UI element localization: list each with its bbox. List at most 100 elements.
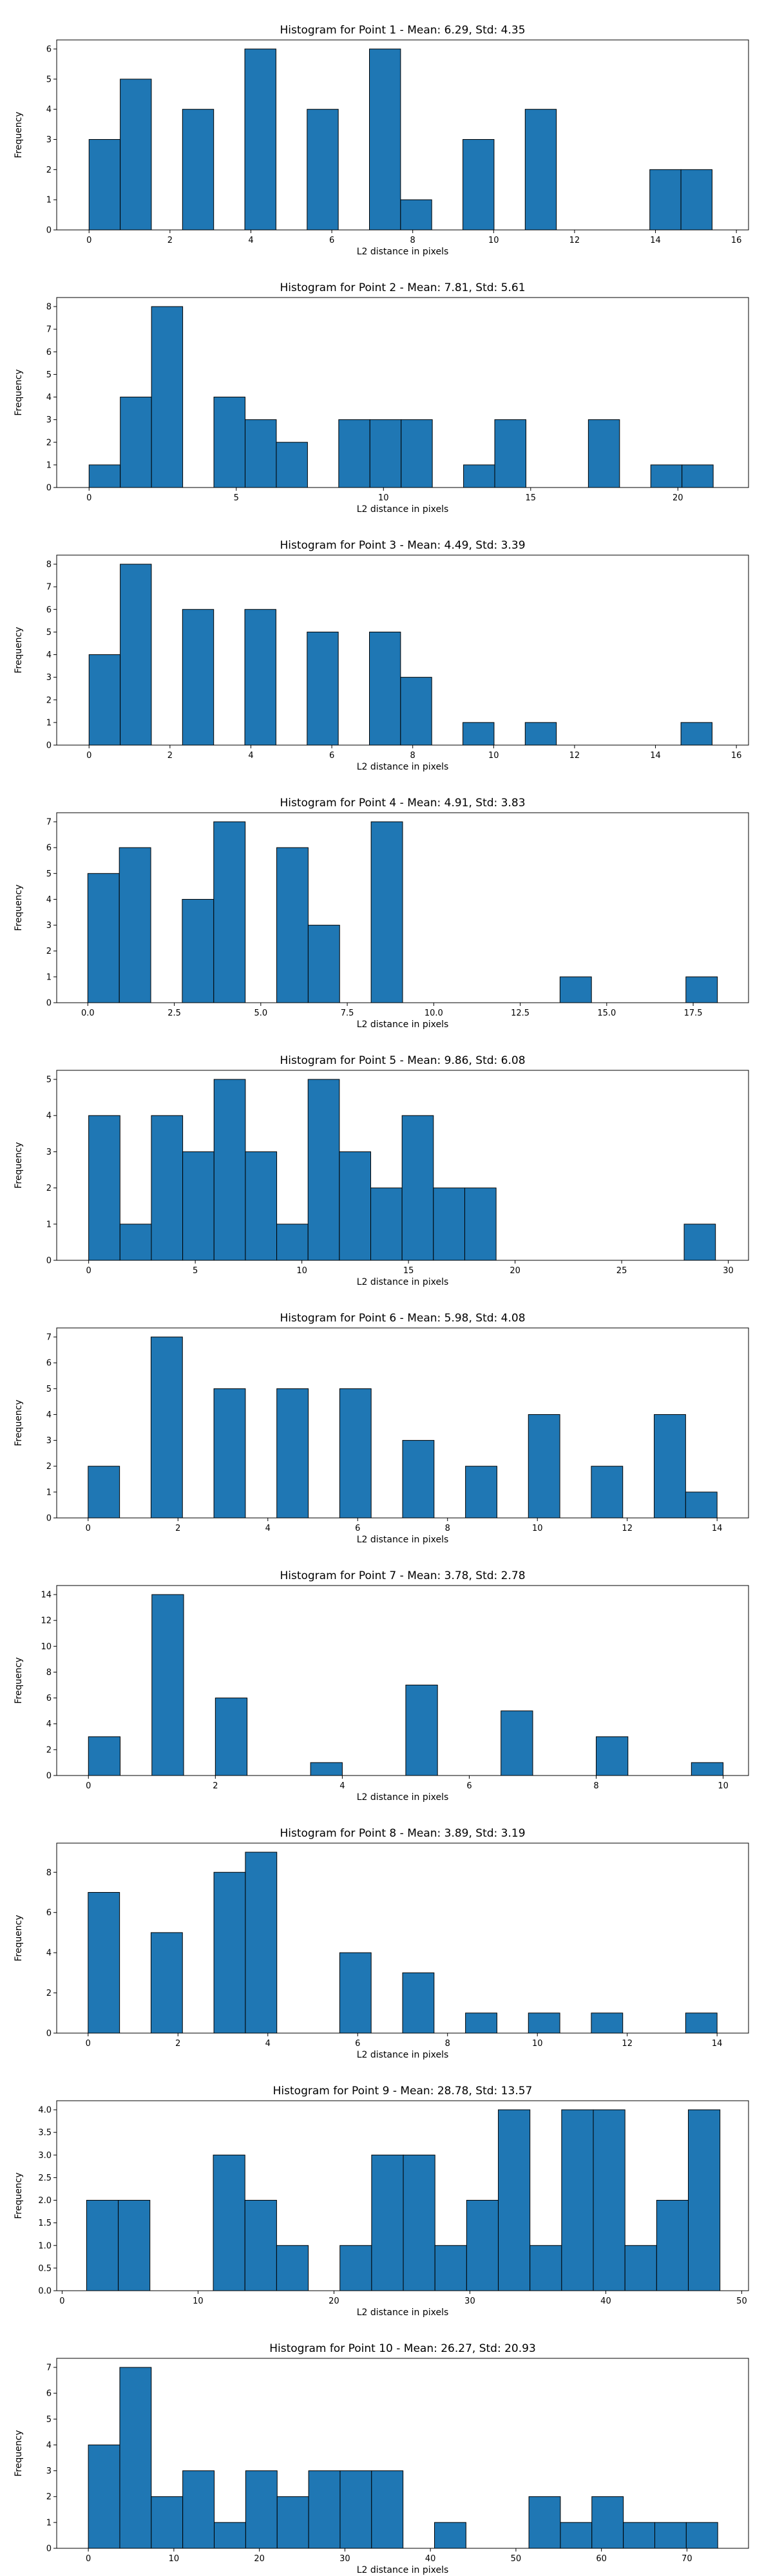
x-tick-label: 10: [532, 1524, 543, 1533]
histogram-bar: [276, 847, 309, 1003]
x-tick-label: 7.5: [341, 1009, 354, 1018]
histogram-bar: [405, 1685, 438, 1776]
y-tick-label: 0: [46, 999, 52, 1009]
histogram-bar: [466, 2200, 499, 2291]
y-tick-label: 14: [41, 1591, 52, 1600]
y-axis-label: Frequency: [14, 627, 24, 673]
histogram-bar: [88, 654, 121, 746]
x-tick-label: 20: [673, 493, 683, 503]
y-tick-label: 7: [46, 325, 52, 335]
x-tick-label: 25: [616, 1266, 627, 1276]
y-tick-label: 4: [46, 1719, 52, 1729]
histogram-bar: [654, 2522, 687, 2549]
x-tick-label: 16: [731, 236, 742, 245]
y-tick-label: 2: [46, 1462, 52, 1472]
x-tick-label: 15: [403, 1266, 414, 1276]
y-tick-label: 5: [46, 2415, 52, 2425]
histogram-bar: [151, 1115, 184, 1261]
histogram-bar: [213, 2154, 245, 2291]
x-tick-label: 30: [464, 2297, 475, 2306]
histogram-bar: [276, 1388, 309, 1519]
y-axis-label: Frequency: [14, 111, 24, 158]
histogram-bar: [213, 1871, 246, 2034]
plot-area: [56, 554, 749, 746]
y-tick-label: 0: [46, 226, 52, 236]
x-tick-label: 8: [445, 1524, 450, 1533]
y-tick-label: 6: [46, 2389, 52, 2399]
y-tick-label: 7: [46, 583, 52, 592]
y-tick-label: 4: [46, 1112, 52, 1121]
histogram-bar: [87, 873, 120, 1003]
histogram-bar: [244, 2200, 277, 2291]
histogram-bar: [213, 1079, 246, 1261]
histogram-bar: [368, 631, 401, 746]
plot-area: [56, 1327, 749, 1519]
histogram-bar: [591, 2012, 624, 2034]
histogram-bar: [530, 2245, 562, 2291]
histogram-bar: [120, 397, 152, 488]
y-tick-label: 4: [46, 1949, 52, 1958]
x-tick-label: 6: [329, 236, 334, 245]
y-tick-label: 3: [46, 415, 52, 425]
y-tick-label: 0: [46, 484, 52, 493]
x-tick-label: 40: [425, 2554, 436, 2564]
histogram-bar: [559, 976, 592, 1003]
y-tick-label: 0: [46, 1514, 52, 1524]
histogram-bar: [339, 1952, 372, 2034]
x-tick-label: 20: [254, 2554, 265, 2564]
histogram-bar: [370, 1188, 403, 1261]
y-tick-label: 0: [46, 2544, 52, 2554]
histogram-bar: [213, 821, 246, 1003]
histogram-bar: [215, 1698, 248, 1776]
x-tick-label: 14: [712, 2039, 723, 2049]
histogram-bar: [371, 2154, 404, 2291]
histogram-bar: [214, 2522, 246, 2549]
x-tick-label: 4: [248, 236, 253, 245]
x-tick-label: 2.5: [167, 1009, 181, 1018]
y-tick-label: 5: [46, 1385, 52, 1394]
chart-9: 0 10 20 30 40 50 0.0 0.5 1.0 1.5 2.0 2.5 3.0 3.5 4.0 Hi…: [14, 2085, 749, 2318]
y-tick-label: 8: [46, 560, 52, 570]
histogram-bar: [213, 397, 245, 488]
y-tick-label: 1: [46, 1220, 52, 1229]
histogram-bar: [683, 1224, 716, 1261]
histogram-bar: [338, 419, 370, 488]
y-tick-label: 6: [46, 1694, 52, 1703]
histogram-bar: [245, 2470, 278, 2549]
histogram-bar: [88, 464, 121, 488]
histogram-bar: [649, 169, 682, 231]
y-tick-label: 5: [46, 869, 52, 879]
x-axis-label: L2 distance in pixels: [357, 2565, 449, 2575]
x-tick-label: 5: [193, 1266, 198, 1276]
y-tick-label: 7: [46, 818, 52, 828]
histogram-bar: [182, 1151, 215, 1261]
x-tick-label: 0: [86, 1266, 91, 1276]
y-tick-label: 4: [46, 650, 52, 660]
x-tick-label: 5.0: [254, 1009, 267, 1018]
y-tick-label: 1.5: [38, 2219, 52, 2228]
x-tick-label: 0: [86, 493, 91, 503]
y-tick-label: 3: [46, 2467, 52, 2476]
x-tick-label: 2: [175, 2039, 180, 2049]
histogram-bar: [688, 2109, 721, 2291]
x-axis-label: L2 distance in pixels: [357, 1792, 449, 1803]
histogram-bar: [656, 2200, 689, 2291]
x-tick-label: 6: [466, 1781, 472, 1791]
y-tick-label: 2: [46, 1989, 52, 1998]
histogram-bar: [593, 2109, 625, 2291]
histogram-bar: [339, 2245, 372, 2291]
plot-area: [56, 297, 749, 488]
histogram-bar: [182, 609, 215, 746]
y-tick-label: 0: [46, 741, 52, 751]
histogram-bar: [88, 1466, 120, 1519]
histogram-bar: [654, 1414, 686, 1519]
histogram-bar: [245, 1151, 278, 1261]
plot-area: [56, 2100, 749, 2291]
histogram-bar: [310, 1762, 343, 1776]
x-tick-label: 2: [213, 1781, 218, 1791]
histogram-bar: [464, 1188, 497, 1261]
y-tick-label: 6: [46, 1908, 52, 1918]
y-tick-label: 6: [46, 844, 52, 853]
